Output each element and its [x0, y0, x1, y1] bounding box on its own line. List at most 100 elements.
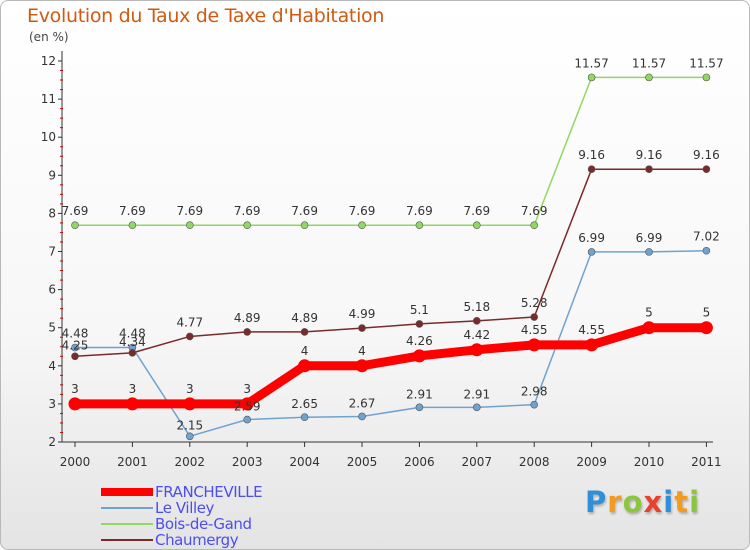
legend-item: FRANCHEVILLE — [101, 483, 361, 501]
proxiti-logo: Proxiti — [585, 485, 700, 519]
legend-item: Chaumergy — [101, 531, 361, 549]
data-point — [585, 338, 599, 352]
legend-swatch — [101, 507, 153, 509]
data-point — [300, 413, 309, 422]
data-label: 4.89 — [291, 311, 318, 325]
data-point — [358, 221, 366, 230]
data-point — [470, 343, 484, 357]
data-point — [587, 248, 596, 256]
data-point — [298, 359, 312, 373]
data-label: 2.65 — [291, 397, 318, 411]
data-label: 11.57 — [574, 56, 608, 70]
logo-letter: x — [643, 485, 664, 519]
legend-swatch — [101, 488, 153, 496]
data-label: 2.15 — [176, 418, 203, 432]
data-point — [243, 221, 251, 230]
data-point — [71, 221, 79, 230]
data-point — [186, 432, 194, 441]
data-label: 5.28 — [521, 296, 548, 310]
data-point — [587, 73, 596, 82]
logo-letter: r — [607, 485, 623, 519]
legend-label: Bois-de-Gand — [155, 515, 252, 533]
legend-item: Le Villey — [101, 499, 361, 517]
data-label: 4.34 — [119, 335, 146, 349]
data-label: 4 — [358, 344, 366, 358]
data-point — [355, 359, 369, 373]
data-label: 7.69 — [62, 204, 89, 218]
data-point — [530, 313, 539, 321]
data-point — [645, 73, 653, 82]
data-point — [472, 221, 481, 230]
data-point — [300, 328, 309, 336]
data-label: 9.16 — [636, 148, 663, 162]
y-tick-label: 8 — [48, 206, 56, 220]
logo-letter: o — [622, 485, 644, 519]
logo-letter: t — [674, 485, 690, 519]
data-point — [527, 338, 541, 352]
x-tick-label: 2003 — [232, 455, 263, 469]
data-point — [243, 415, 251, 424]
legend-item: Bois-de-Gand — [101, 515, 361, 533]
data-label: 7.69 — [291, 204, 318, 218]
legend-label: Chaumergy — [155, 531, 239, 549]
data-label: 7.69 — [119, 204, 146, 218]
data-label: 3 — [243, 382, 251, 396]
data-label: 9.16 — [578, 148, 605, 162]
data-label: 7.69 — [463, 204, 490, 218]
series-line-le-villey — [74, 249, 708, 438]
x-tick-label: 2005 — [347, 455, 378, 469]
x-tick-label: 2006 — [404, 455, 435, 469]
data-label: 2.59 — [234, 400, 261, 414]
x-tick-label: 2001 — [117, 455, 148, 469]
data-point — [642, 321, 656, 335]
data-label: 7.69 — [406, 204, 433, 218]
y-tick-label: 12 — [41, 54, 56, 68]
data-point — [358, 324, 366, 332]
data-point — [358, 412, 366, 421]
data-point — [699, 321, 713, 335]
data-point — [68, 397, 82, 411]
legend-swatch — [101, 523, 153, 525]
chart-title: Evolution du Taux de Taxe d'Habitation — [27, 5, 385, 27]
legend: FRANCHEVILLE Le Villey Bois-de-Gand Chaumer… — [101, 483, 361, 549]
x-tick-label: 2007 — [462, 455, 493, 469]
data-label: 4.25 — [62, 338, 89, 352]
series-line-bois-de-gand — [74, 76, 708, 226]
data-label: 3 — [186, 382, 194, 396]
data-label: 3 — [71, 382, 79, 396]
data-point — [472, 317, 481, 325]
y-tick-label: 9 — [48, 168, 56, 182]
legend-swatch — [101, 539, 153, 541]
data-point — [128, 349, 137, 357]
data-point — [243, 328, 251, 336]
data-point — [415, 403, 424, 412]
data-label: 7.69 — [349, 204, 376, 218]
data-label: 6.99 — [636, 231, 663, 245]
data-label: 7.69 — [234, 204, 261, 218]
data-point — [300, 221, 309, 230]
series-line-chaumergy — [74, 168, 708, 358]
data-label: 6.99 — [578, 231, 605, 245]
y-tick-label: 5 — [48, 321, 56, 335]
data-point — [587, 165, 596, 174]
data-label: 2.91 — [463, 387, 490, 401]
data-point — [240, 397, 254, 411]
logo-letter: i — [689, 485, 701, 519]
data-label: 5 — [645, 306, 653, 320]
data-label: 4 — [301, 344, 309, 358]
data-label: 11.57 — [632, 56, 666, 70]
data-point — [183, 397, 197, 411]
x-tick-label: 2011 — [691, 455, 722, 469]
data-label: 2.67 — [349, 396, 376, 410]
x-tick-label: 2004 — [289, 455, 320, 469]
y-tick-label: 4 — [48, 359, 56, 373]
data-label: 5.18 — [463, 300, 490, 314]
data-label: 4.99 — [349, 307, 376, 321]
data-label: 4.55 — [521, 323, 548, 337]
data-point — [125, 397, 139, 411]
y-tick-label: 7 — [48, 245, 56, 259]
data-label: 4.48 — [62, 327, 89, 341]
data-label: 3 — [129, 382, 137, 396]
